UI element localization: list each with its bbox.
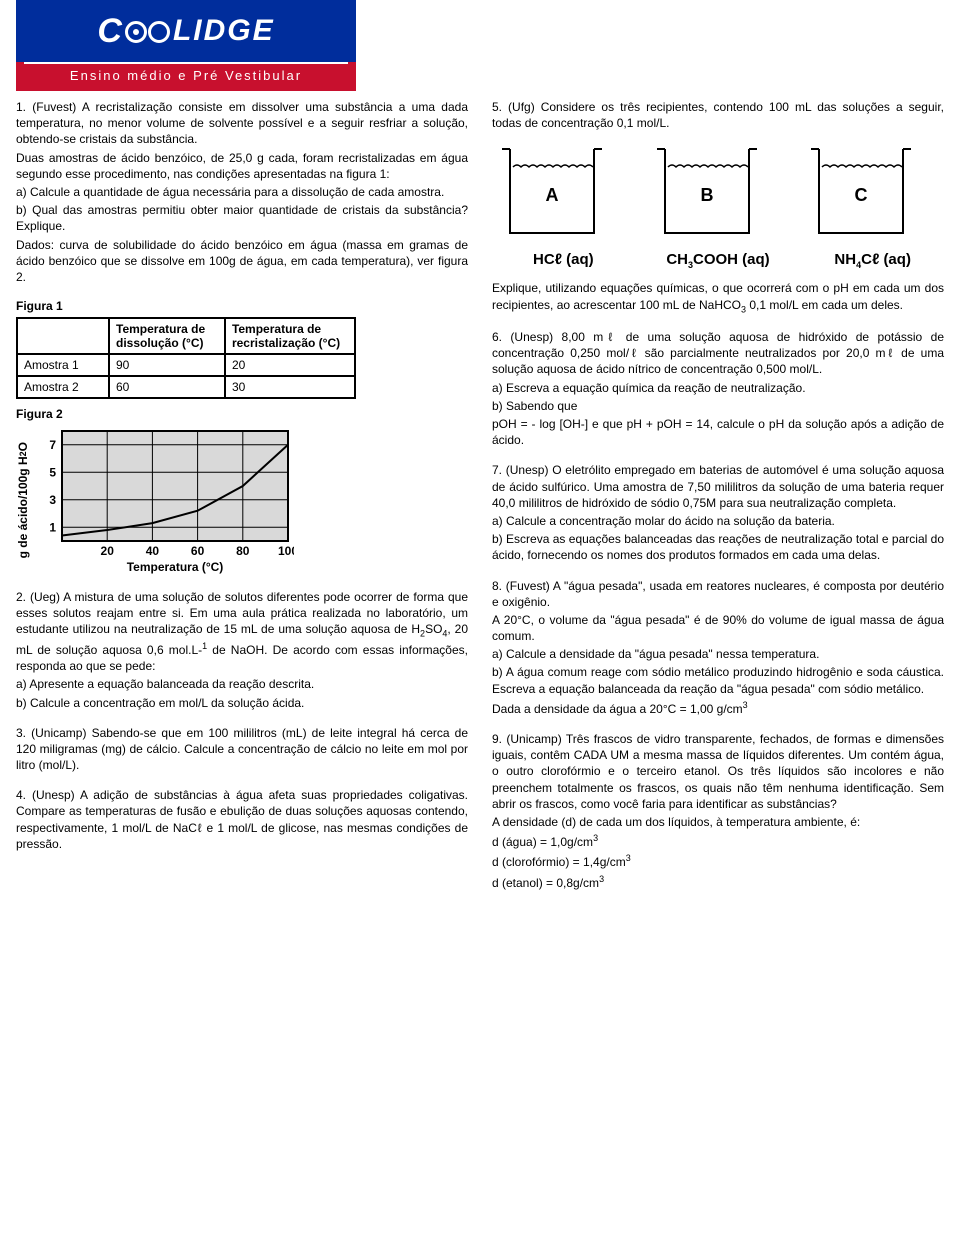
table-row: Amostra 2 60 30: [17, 376, 355, 398]
svg-text:Temperatura (°C): Temperatura (°C): [127, 560, 224, 574]
q9-p2: A densidade (d) de cada um dos líquidos,…: [492, 814, 944, 830]
beaker-b-formula: CH3COOH (aq): [647, 251, 790, 270]
q1-p2: Duas amostras de ácido benzóico, de 25,0…: [16, 150, 468, 182]
question-4: 4. (Unesp) A adição de substâncias à águ…: [16, 787, 468, 852]
fig2-svg: 20 40 60 80 100 1 3 5 7 Temperatura (°C): [34, 425, 294, 575]
fig1-r0c1: 90: [109, 354, 225, 376]
question-5: 5. (Ufg) Considere os três recipientes, …: [492, 99, 944, 315]
fig1-r0c2: 20: [225, 354, 355, 376]
q2-p1: 2. (Ueg) A mistura de uma solução de sol…: [16, 589, 468, 674]
question-7: 7. (Unesp) O eletrólito empregado em bat…: [492, 462, 944, 563]
fig1-r1c1: 60: [109, 376, 225, 398]
svg-text:5: 5: [49, 465, 56, 479]
fig2-chart-wrap: g de ácido/100g H2O 20 40 60 80 100 1 3 5 7 Tempe…: [16, 425, 468, 575]
fig1-r0c0: Amostra 1: [17, 354, 109, 376]
fig1-h1: Temperatura de dissolução (°C): [109, 318, 225, 354]
beaker-c: C NH4Cℓ (aq): [801, 141, 944, 270]
q1-dados: Dados: curva de solubilidade do ácido be…: [16, 237, 468, 286]
svg-text:80: 80: [236, 544, 250, 558]
table-row: Amostra 1 90 20: [17, 354, 355, 376]
q6-p1: 6. (Unesp) 8,00 mℓ de uma solução aquosa…: [492, 329, 944, 378]
q2-b: b) Calcule a concentração em mol/L da so…: [16, 695, 468, 711]
q8-p2: A 20°C, o volume da "água pesada" é de 9…: [492, 612, 944, 644]
logo-brand-c: C: [97, 12, 124, 51]
logo-brand-rest: LIDGE: [173, 14, 275, 48]
svg-text:20: 20: [101, 544, 115, 558]
question-6: 6. (Unesp) 8,00 mℓ de uma solução aquosa…: [492, 329, 944, 448]
svg-text:1: 1: [49, 520, 56, 534]
ring-icon: [148, 21, 170, 43]
beaker-icon: C: [801, 141, 921, 241]
figure-1: Figura 1 Temperatura de dissolução (°C) …: [16, 299, 468, 399]
fig1-r1c0: Amostra 2: [17, 376, 109, 398]
fig1-h2: Temperatura de recristalização (°C): [225, 318, 355, 354]
q6-a: a) Escreva a equação química da reação d…: [492, 380, 944, 396]
beaker-icon: B: [647, 141, 767, 241]
beaker-c-formula: NH4Cℓ (aq): [801, 251, 944, 270]
page: C LIDGE Ensino médio e Pré Vestibular 1.…: [0, 0, 960, 921]
fig1-label: Figura 1: [16, 299, 468, 313]
logo: C LIDGE Ensino médio e Pré Vestibular: [16, 0, 356, 91]
svg-text:B: B: [700, 185, 713, 205]
q1-p1: 1. (Fuvest) A recristalização consiste e…: [16, 99, 468, 148]
beaker-icon: A: [492, 141, 612, 241]
fig1-r1c2: 30: [225, 376, 355, 398]
q6-b2: pOH = - log [OH-] e que pH + pOH = 14, c…: [492, 416, 944, 448]
beaker-row: A HCℓ (aq) B CH3COOH (aq) C NH4Cℓ (aq): [492, 141, 944, 270]
question-3: 3. (Unicamp) Sabendo-se que em 100 milil…: [16, 725, 468, 774]
q8-a: a) Calcule a densidade da "água pesada" …: [492, 646, 944, 662]
question-9: 9. (Unicamp) Três frascos de vidro trans…: [492, 731, 944, 891]
fig2-label: Figura 2: [16, 407, 468, 421]
beaker-b: B CH3COOH (aq): [647, 141, 790, 270]
svg-text:100: 100: [278, 544, 294, 558]
q9-p1: 9. (Unicamp) Três frascos de vidro trans…: [492, 731, 944, 812]
logo-brand: C LIDGE: [97, 12, 274, 51]
q3: 3. (Unicamp) Sabendo-se que em 100 milil…: [16, 725, 468, 774]
logo-top: C LIDGE: [16, 0, 356, 62]
svg-text:3: 3: [49, 493, 56, 507]
table-row: Temperatura de dissolução (°C) Temperatu…: [17, 318, 355, 354]
beaker-a-formula: HCℓ (aq): [492, 251, 635, 268]
right-column: 5. (Ufg) Considere os três recipientes, …: [492, 99, 944, 905]
q8-b: b) A água comum reage com sódio metálico…: [492, 664, 944, 696]
ring-icon: [125, 21, 147, 43]
logo-subtitle: Ensino médio e Pré Vestibular: [16, 64, 356, 91]
question-1: 1. (Fuvest) A recristalização consiste e…: [16, 99, 468, 285]
q7-b: b) Escreva as equações balanceadas das r…: [492, 531, 944, 563]
q1-a: a) Calcule a quantidade de água necessár…: [16, 184, 468, 200]
q9-d3: d (etanol) = 0,8g/cm3: [492, 873, 944, 891]
left-column: 1. (Fuvest) A recristalização consiste e…: [16, 99, 468, 905]
fig2-chart: 20 40 60 80 100 1 3 5 7 Temperatura (°C): [34, 425, 294, 575]
question-8: 8. (Fuvest) A "água pesada", usada em re…: [492, 578, 944, 718]
fig1-table: Temperatura de dissolução (°C) Temperatu…: [16, 317, 356, 399]
fig2-ylabel: g de ácido/100g H2O: [16, 442, 30, 558]
q8-p1: 8. (Fuvest) A "água pesada", usada em re…: [492, 578, 944, 610]
svg-text:60: 60: [191, 544, 205, 558]
q5-p2: Explique, utilizando equações químicas, …: [492, 280, 944, 315]
q9-d2: d (clorofórmio) = 1,4g/cm3: [492, 852, 944, 870]
figure-2: Figura 2 g de ácido/100g H2O 20 40 60 80 100…: [16, 407, 468, 575]
q1-b: b) Qual das amostras permitiu obter maio…: [16, 202, 468, 234]
q6-b1: b) Sabendo que: [492, 398, 944, 414]
svg-text:7: 7: [49, 438, 56, 452]
beaker-a: A HCℓ (aq): [492, 141, 635, 270]
question-2: 2. (Ueg) A mistura de uma solução de sol…: [16, 589, 468, 711]
svg-text:A: A: [546, 185, 559, 205]
svg-text:C: C: [855, 185, 868, 205]
q9-d1: d (água) = 1,0g/cm3: [492, 832, 944, 850]
svg-text:40: 40: [146, 544, 160, 558]
fig1-h0: [17, 318, 109, 354]
q8-dado: Dada a densidade da água a 20°C = 1,00 g…: [492, 699, 944, 717]
q7-a: a) Calcule a concentração molar do ácido…: [492, 513, 944, 529]
q4: 4. (Unesp) A adição de substâncias à águ…: [16, 787, 468, 852]
q2-a: a) Apresente a equação balanceada da rea…: [16, 676, 468, 692]
q7-p1: 7. (Unesp) O eletrólito empregado em bat…: [492, 462, 944, 511]
columns: 1. (Fuvest) A recristalização consiste e…: [16, 99, 944, 905]
q5-p1: 5. (Ufg) Considere os três recipientes, …: [492, 99, 944, 131]
